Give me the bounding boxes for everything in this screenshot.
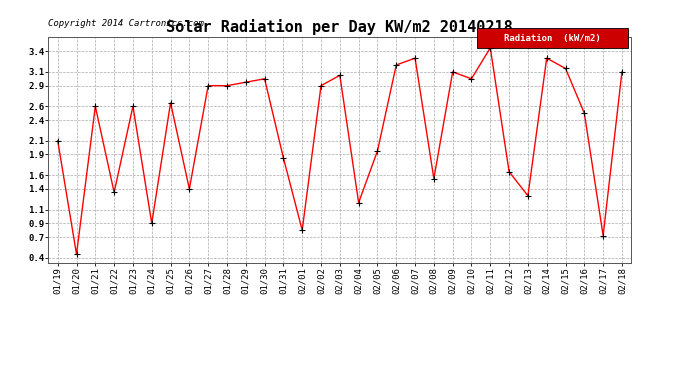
Title: Solar Radiation per Day KW/m2 20140218: Solar Radiation per Day KW/m2 20140218	[166, 19, 513, 35]
Text: Radiation  (kW/m2): Radiation (kW/m2)	[504, 34, 601, 43]
Text: Copyright 2014 Cartronics.com: Copyright 2014 Cartronics.com	[48, 20, 204, 28]
FancyBboxPatch shape	[477, 28, 629, 48]
